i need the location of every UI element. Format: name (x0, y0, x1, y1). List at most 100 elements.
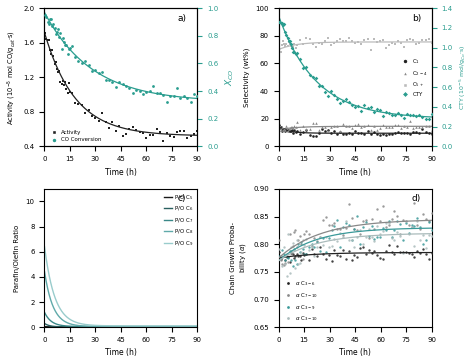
Point (300, 65, 307, 71)
Text: d): d) (412, 195, 421, 203)
P/O C$_8$ (69, 322, 74, 326)
Point (282, 128, 289, 134)
Point (291, 123, 298, 129)
Point (355, 122, 362, 127)
Point (399, 237, 407, 243)
Point (428, 131, 436, 137)
Point (382, 220, 390, 226)
P/O C$_5$ (194, 325, 200, 329)
Point (294, 253, 302, 259)
Point (292, 228, 299, 233)
Point (365, 233, 373, 239)
Point (276, 249, 283, 255)
Point (310, 253, 318, 258)
Point (324, 128, 332, 134)
Point (342, 95, 350, 101)
Point (330, 92, 338, 98)
Point (327, 88, 335, 94)
Point (405, 231, 412, 237)
Point (291, 127, 298, 133)
Point (308, 244, 315, 250)
Point (293, 237, 301, 243)
Point (282, 258, 289, 264)
Point (52, 31, 60, 37)
Point (297, 131, 304, 137)
Point (282, 43, 289, 49)
Point (177, 128, 184, 134)
Line: P/O C$_6$: P/O C$_6$ (45, 323, 197, 327)
Point (345, 222, 353, 228)
Point (359, 244, 367, 250)
Point (48, 47, 56, 53)
Point (410, 113, 417, 118)
Point (428, 250, 436, 256)
Point (397, 112, 405, 118)
Point (365, 235, 373, 241)
Point (66, 45, 73, 51)
Point (388, 249, 395, 255)
Point (339, 232, 347, 237)
Point (60, 39, 68, 45)
P/O C$_5$ (111, 325, 117, 329)
Point (143, 135, 150, 141)
Point (342, 218, 350, 224)
Point (277, 124, 284, 130)
Y-axis label: Activity (10$^{-5}$ mol CO/g$_{cat}$$\cdot$s): Activity (10$^{-5}$ mol CO/g$_{cat}$$\cd… (6, 30, 18, 125)
P/O C$_6$ (81, 325, 87, 329)
Point (388, 216, 395, 222)
Point (376, 219, 384, 224)
Point (276, 246, 283, 252)
Point (321, 89, 328, 94)
Point (283, 41, 290, 47)
Point (99, 69, 106, 75)
Point (428, 111, 436, 117)
Point (282, 29, 289, 35)
Point (425, 36, 432, 42)
Point (368, 234, 375, 240)
Point (352, 104, 359, 110)
Point (321, 129, 328, 134)
Point (316, 234, 324, 240)
Point (48, 23, 56, 29)
Point (330, 123, 338, 129)
Point (288, 124, 296, 130)
Point (316, 244, 324, 250)
Point (78, 60, 86, 66)
P/O C$_6$ (42, 321, 47, 326)
Point (385, 110, 392, 115)
Point (403, 111, 411, 117)
Point (316, 234, 324, 240)
Point (41, 13, 49, 19)
Point (279, 23, 287, 28)
Point (285, 126, 292, 132)
P/O C$_8$ (144, 325, 149, 329)
Point (318, 124, 326, 130)
Point (315, 127, 322, 133)
Point (364, 105, 371, 111)
Point (283, 254, 291, 260)
Point (339, 224, 347, 230)
P/O C$_5$ (144, 325, 149, 329)
Point (288, 127, 296, 132)
Point (309, 74, 316, 80)
Point (299, 237, 307, 243)
Point (346, 123, 353, 129)
Point (425, 123, 432, 129)
X-axis label: Time (h): Time (h) (105, 168, 137, 177)
Text: a): a) (177, 13, 186, 23)
Point (286, 126, 294, 131)
Point (284, 259, 292, 265)
Point (291, 49, 298, 55)
Point (290, 248, 298, 253)
Point (119, 132, 127, 138)
Point (177, 95, 184, 101)
Point (306, 72, 313, 78)
Point (331, 236, 338, 242)
Point (394, 122, 402, 128)
Point (132, 127, 140, 133)
Point (279, 261, 286, 266)
P/O C$_5$ (169, 325, 174, 329)
Point (351, 245, 358, 250)
P/O C$_9$ (194, 324, 200, 328)
Point (302, 251, 310, 257)
